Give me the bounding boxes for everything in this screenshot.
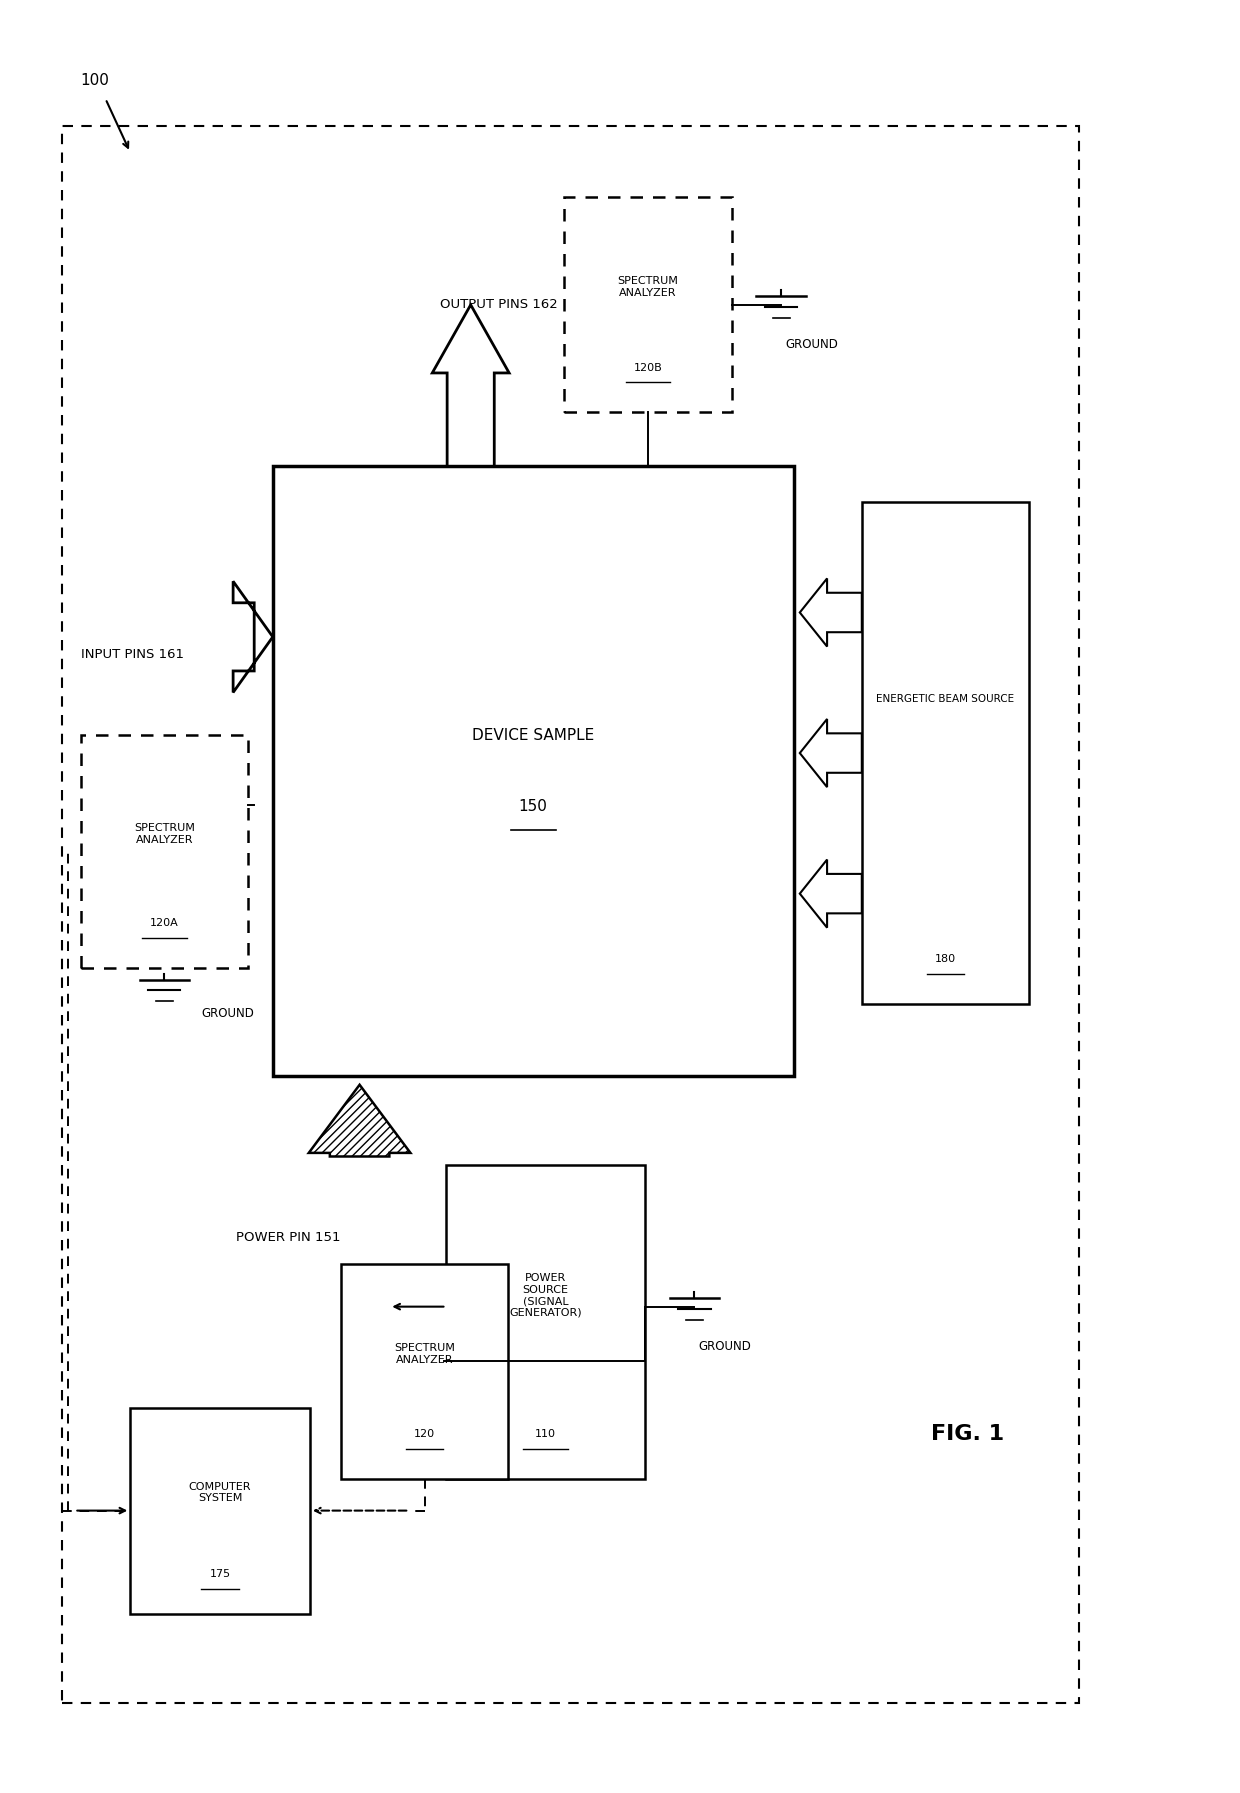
Polygon shape (233, 581, 273, 692)
Text: INPUT PINS 161: INPUT PINS 161 (81, 647, 184, 662)
Bar (862, 502, 1029, 1004)
Text: 110: 110 (536, 1429, 556, 1440)
Text: SPECTRUM
ANALYZER: SPECTRUM ANALYZER (618, 276, 678, 298)
Text: FIG. 1: FIG. 1 (931, 1424, 1003, 1445)
Text: COMPUTER
SYSTEM: COMPUTER SYSTEM (188, 1481, 252, 1504)
Text: POWER PIN 151: POWER PIN 151 (236, 1230, 340, 1244)
Text: 180: 180 (935, 954, 956, 965)
Text: 175: 175 (210, 1569, 231, 1580)
Text: 120B: 120B (634, 362, 662, 373)
Text: GROUND: GROUND (201, 1006, 254, 1020)
Bar (564, 197, 732, 412)
Bar (341, 1264, 508, 1479)
Text: SPECTRUM
ANALYZER: SPECTRUM ANALYZER (134, 823, 195, 845)
Text: GROUND: GROUND (785, 337, 838, 351)
Polygon shape (800, 859, 862, 927)
Bar (62, 126, 1079, 1703)
Polygon shape (800, 719, 862, 787)
Polygon shape (309, 1085, 410, 1156)
Bar (446, 1165, 645, 1479)
Bar (130, 1408, 310, 1614)
Text: 120: 120 (414, 1429, 435, 1440)
Bar (273, 466, 794, 1076)
Text: 120A: 120A (150, 918, 179, 929)
Polygon shape (800, 579, 862, 647)
Text: SPECTRUM
ANALYZER: SPECTRUM ANALYZER (394, 1343, 455, 1364)
Text: 100: 100 (81, 74, 109, 88)
Text: 150: 150 (518, 800, 548, 814)
Text: DEVICE SAMPLE: DEVICE SAMPLE (472, 728, 594, 742)
Text: OUTPUT PINS 162: OUTPUT PINS 162 (440, 298, 558, 312)
Bar (81, 735, 248, 968)
Polygon shape (433, 305, 510, 466)
Text: ENERGETIC BEAM SOURCE: ENERGETIC BEAM SOURCE (877, 694, 1014, 705)
Text: POWER
SOURCE
(SIGNAL
GENERATOR): POWER SOURCE (SIGNAL GENERATOR) (510, 1273, 582, 1318)
Text: GROUND: GROUND (698, 1339, 751, 1352)
